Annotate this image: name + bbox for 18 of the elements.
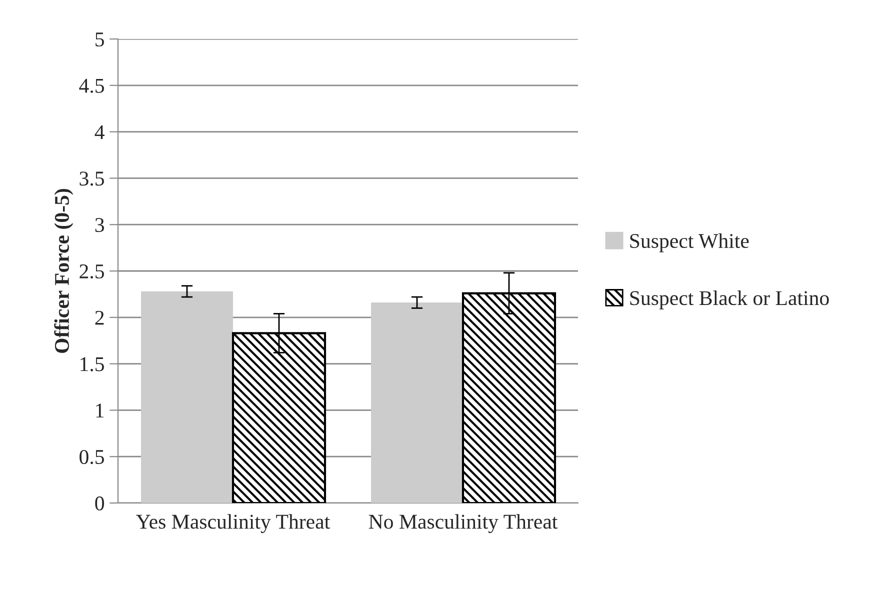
y-tick-label: 1 xyxy=(96,404,104,418)
y-tick-label: 3.5 xyxy=(80,172,104,186)
legend-label: Suspect Black or Latino xyxy=(630,290,829,310)
bar xyxy=(141,291,233,503)
y-tick-label: 4 xyxy=(94,125,104,140)
legend-label: Suspect White xyxy=(630,233,749,252)
bar xyxy=(371,302,463,503)
y-tick-label: 3 xyxy=(95,218,104,232)
y-tick-label: 2 xyxy=(95,310,104,325)
y-tick-label: 4.5 xyxy=(79,78,104,93)
x-tick-label: No Masculinity Threat xyxy=(368,514,558,534)
y-tick-label: 0 xyxy=(95,496,104,510)
y-axis-title: Officer Force (0-5) xyxy=(54,189,74,353)
y-tick-label: 5 xyxy=(96,32,104,46)
y-tick-label: 1.5 xyxy=(80,357,104,372)
y-tick-label: 2.5 xyxy=(80,264,104,279)
x-tick-label: Yes Masculinity Threat xyxy=(136,514,330,534)
y-tick-label: 0.5 xyxy=(80,450,104,464)
